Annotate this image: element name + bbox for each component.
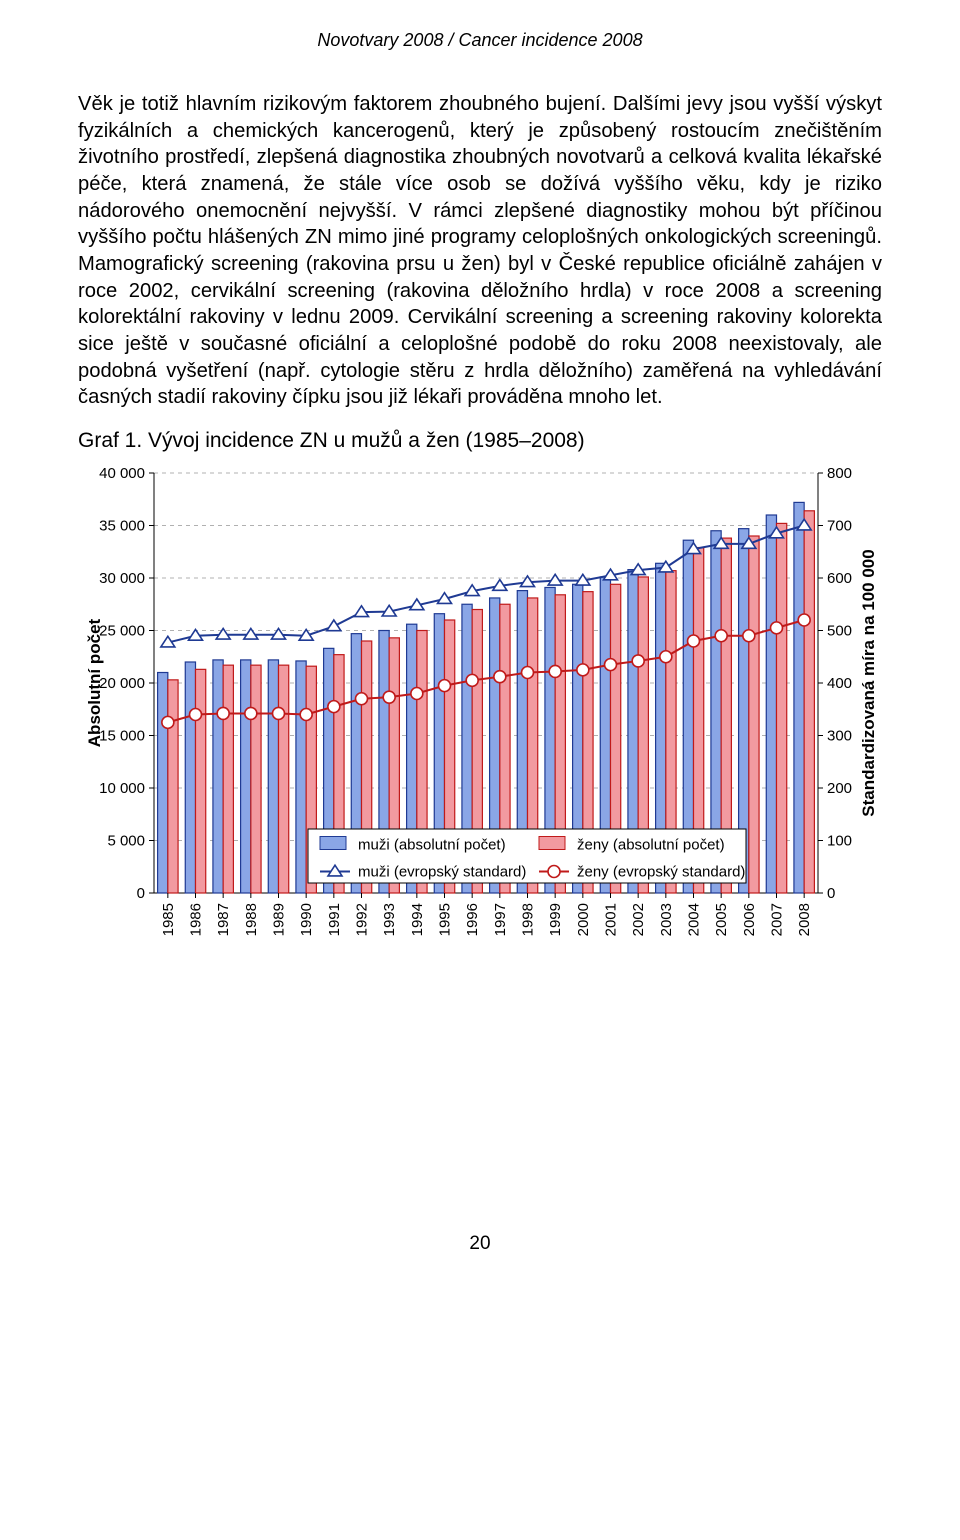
svg-text:1997: 1997 [492, 903, 509, 936]
bar-men [241, 660, 251, 893]
svg-text:muži (absolutní počet): muži (absolutní počet) [358, 836, 506, 853]
svg-text:40 000: 40 000 [99, 465, 145, 482]
svg-text:700: 700 [827, 517, 852, 534]
marker-circle-icon [273, 707, 285, 719]
bar-men [213, 660, 223, 893]
bar-men [158, 672, 168, 893]
bar-women [196, 669, 206, 893]
svg-text:0: 0 [827, 885, 835, 902]
svg-text:2007: 2007 [769, 903, 786, 936]
marker-circle-icon [466, 674, 478, 686]
svg-text:1989: 1989 [271, 903, 288, 936]
svg-text:1990: 1990 [298, 903, 315, 936]
svg-text:800: 800 [827, 465, 852, 482]
bar-men [794, 502, 804, 893]
chart-title: Graf 1. Vývoj incidence ZN u mužů a žen … [78, 429, 882, 453]
svg-text:1995: 1995 [437, 903, 454, 936]
svg-text:Standardizovaná míra na 100 00: Standardizovaná míra na 100 000 [859, 549, 878, 816]
incidence-chart: 0 5 000 10 000 15 000 20 000 25 000 30 000 35 0… [78, 463, 882, 983]
marker-triangle-icon [327, 620, 341, 631]
svg-text:1986: 1986 [188, 903, 205, 936]
marker-circle-icon [162, 716, 174, 728]
marker-circle-icon [245, 707, 257, 719]
marker-circle-icon [798, 614, 810, 626]
svg-text:0: 0 [137, 885, 145, 902]
svg-text:1991: 1991 [326, 903, 343, 936]
marker-circle-icon [549, 665, 561, 677]
body-paragraph: Věk je totiž hlavním rizikovým faktorem … [78, 91, 882, 411]
marker-circle-icon [632, 655, 644, 667]
marker-circle-icon [494, 671, 506, 683]
bar-women [749, 536, 759, 893]
marker-circle-icon [439, 680, 451, 692]
svg-text:400: 400 [827, 675, 852, 692]
svg-text:2001: 2001 [603, 903, 620, 936]
svg-text:2006: 2006 [741, 903, 758, 936]
bar-women [168, 680, 178, 893]
marker-circle-icon [300, 708, 312, 720]
svg-text:1985: 1985 [160, 903, 177, 936]
svg-text:2000: 2000 [575, 903, 592, 936]
bar-women [223, 665, 233, 893]
bar-women [777, 523, 787, 893]
svg-text:30 000: 30 000 [99, 570, 145, 587]
page-number: 20 [78, 1233, 882, 1255]
svg-text:muži (evropský standard): muži (evropský standard) [358, 863, 526, 880]
svg-text:Absolutní počet: Absolutní počet [85, 618, 104, 747]
svg-text:2008: 2008 [796, 903, 813, 936]
svg-text:10 000: 10 000 [99, 780, 145, 797]
svg-text:20 000: 20 000 [99, 675, 145, 692]
svg-text:300: 300 [827, 727, 852, 744]
bar-men [185, 662, 195, 893]
svg-text:100: 100 [827, 832, 852, 849]
svg-text:1988: 1988 [243, 903, 260, 936]
bar-women [251, 665, 261, 893]
marker-circle-icon [605, 659, 617, 671]
chart-container: 0 5 000 10 000 15 000 20 000 25 000 30 000 35 0… [78, 463, 882, 983]
bar-men [766, 515, 776, 893]
svg-text:25 000: 25 000 [99, 622, 145, 639]
svg-text:1992: 1992 [354, 903, 371, 936]
marker-circle-icon [328, 701, 340, 713]
marker-circle-icon [771, 622, 783, 634]
bar-women [804, 511, 814, 893]
marker-circle-icon [356, 693, 368, 705]
marker-circle-icon [383, 691, 395, 703]
marker-circle-icon [715, 630, 727, 642]
svg-text:2005: 2005 [713, 903, 730, 936]
svg-text:1996: 1996 [464, 903, 481, 936]
svg-text:600: 600 [827, 570, 852, 587]
marker-circle-icon [688, 635, 700, 647]
marker-circle-icon [660, 651, 672, 663]
marker-circle-icon [190, 708, 202, 720]
marker-circle-icon [577, 664, 589, 676]
marker-circle-icon [743, 630, 755, 642]
bar-men [268, 660, 278, 893]
svg-text:500: 500 [827, 622, 852, 639]
marker-circle-icon [217, 707, 229, 719]
svg-text:2004: 2004 [686, 903, 703, 936]
rest-sentences: Dalšími jevy jsou vyšší výskyt fyzikální… [78, 93, 882, 408]
svg-text:1998: 1998 [520, 903, 537, 936]
svg-text:ženy (evropský standard): ženy (evropský standard) [577, 863, 745, 880]
lead-sentence: Věk je totiž hlavním rizikovým faktorem … [78, 93, 606, 115]
bar-men [296, 661, 306, 893]
svg-text:5 000: 5 000 [107, 832, 145, 849]
svg-text:200: 200 [827, 780, 852, 797]
svg-text:ženy (absolutní počet): ženy (absolutní počet) [577, 836, 725, 853]
svg-text:1987: 1987 [215, 903, 232, 936]
svg-text:15 000: 15 000 [99, 727, 145, 744]
svg-text:1999: 1999 [547, 903, 564, 936]
marker-circle-icon [411, 687, 423, 699]
marker-circle-icon [522, 666, 534, 678]
svg-text:35 000: 35 000 [99, 517, 145, 534]
page-header: Novotvary 2008 / Cancer incidence 2008 [78, 30, 882, 51]
marker-circle-icon [548, 865, 560, 877]
bar-women [279, 665, 289, 893]
svg-text:2003: 2003 [658, 903, 675, 936]
svg-text:1993: 1993 [381, 903, 398, 936]
svg-text:2002: 2002 [630, 903, 647, 936]
svg-text:1994: 1994 [409, 903, 426, 936]
